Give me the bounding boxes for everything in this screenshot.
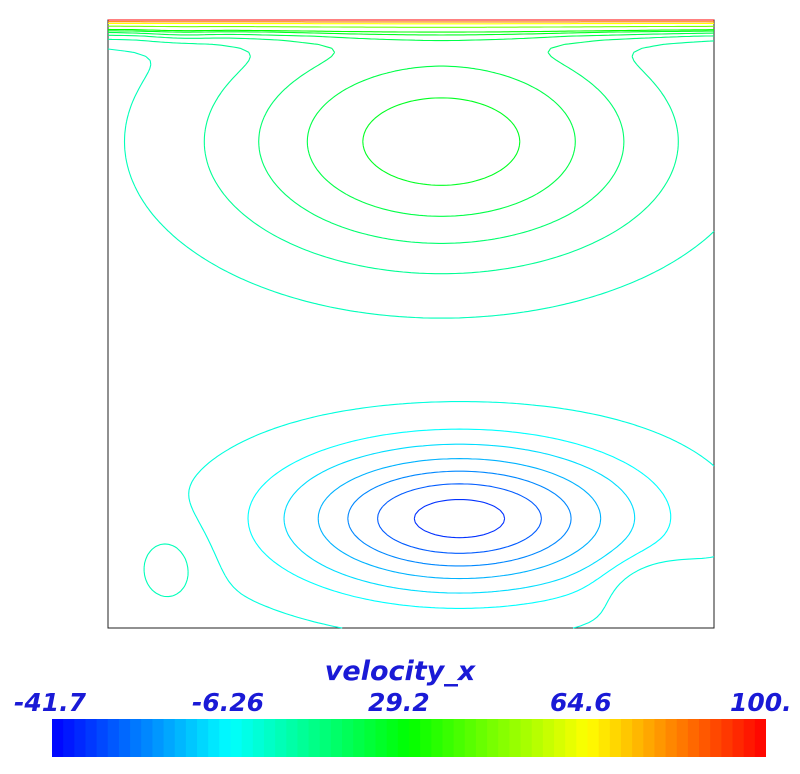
colorbar-band bbox=[475, 719, 488, 757]
colorbar-band bbox=[721, 719, 734, 757]
colorbar-band bbox=[74, 719, 87, 757]
colorbar-band bbox=[554, 719, 566, 757]
colorbar-band bbox=[330, 719, 343, 757]
colorbar-tick-label: 29.2 bbox=[368, 688, 430, 717]
colorbar-band bbox=[185, 719, 198, 757]
colorbar-band bbox=[174, 719, 187, 757]
colorbar-band bbox=[487, 719, 499, 757]
colorbar-band bbox=[241, 719, 254, 757]
contour-line bbox=[107, 28, 714, 33]
colorbar-band bbox=[654, 719, 667, 757]
colorbar-band bbox=[699, 719, 711, 757]
contour-line bbox=[107, 48, 715, 598]
contour-line bbox=[317, 458, 602, 580]
colorbar-band bbox=[219, 719, 232, 757]
colorbar-band bbox=[453, 719, 466, 757]
contour-line bbox=[108, 34, 715, 244]
colorbar-band bbox=[576, 719, 589, 757]
colorbar-band bbox=[598, 719, 611, 757]
colorbar-band bbox=[409, 719, 421, 757]
colorbar-band bbox=[420, 719, 432, 757]
contour-line bbox=[347, 470, 572, 567]
colorbar-band bbox=[163, 719, 176, 757]
colorbar-band bbox=[498, 719, 511, 757]
colorbar-band bbox=[520, 719, 533, 757]
colorbar-band bbox=[230, 719, 243, 757]
colorbar-band bbox=[620, 719, 633, 757]
colorbar-band bbox=[297, 719, 310, 757]
contour-line bbox=[108, 30, 714, 186]
contour-line bbox=[107, 38, 715, 275]
colorbar-band bbox=[85, 719, 98, 757]
colorbar-tick-label: -41.7 bbox=[14, 688, 87, 717]
colorbar-band bbox=[263, 719, 276, 757]
colorbar-band bbox=[342, 719, 354, 757]
colorbar-band bbox=[319, 719, 332, 757]
colorbar bbox=[52, 719, 766, 757]
colorbar-band bbox=[375, 719, 388, 757]
colorbar-band bbox=[542, 719, 555, 757]
colorbar-band bbox=[587, 719, 600, 757]
contour-line bbox=[108, 25, 714, 28]
plot-frame bbox=[107, 19, 715, 629]
colorbar-band bbox=[286, 719, 299, 757]
colorbar-band bbox=[96, 719, 109, 757]
colorbar-band bbox=[197, 719, 209, 757]
colorbar-band bbox=[208, 719, 220, 757]
colorbar-band bbox=[308, 719, 321, 757]
colorbar-band bbox=[442, 719, 455, 757]
contour-line bbox=[413, 498, 506, 539]
contour-line bbox=[377, 483, 542, 554]
colorbar-tick-label: 100. bbox=[730, 688, 792, 717]
colorbar-band bbox=[710, 719, 722, 757]
colorbar-band bbox=[386, 719, 399, 757]
colorbar-band bbox=[754, 719, 766, 757]
colorbar-tick-label: -6.26 bbox=[192, 688, 265, 717]
colorbar-band bbox=[609, 719, 622, 757]
colorbar-band bbox=[107, 719, 120, 757]
contour-line bbox=[188, 401, 715, 629]
colorbar-band bbox=[130, 719, 142, 757]
colorbar-band bbox=[52, 719, 64, 757]
colorbar-band bbox=[732, 719, 745, 757]
colorbar-title: velocity_x bbox=[324, 656, 476, 687]
contour-line bbox=[283, 443, 636, 594]
contour-lines bbox=[107, 19, 715, 629]
colorbar-band bbox=[63, 719, 75, 757]
colorbar-band bbox=[665, 719, 678, 757]
colorbar-band bbox=[141, 719, 154, 757]
colorbar-band bbox=[252, 719, 265, 757]
colorbar-band bbox=[275, 719, 287, 757]
colorbar-band bbox=[687, 719, 700, 757]
colorbar-band bbox=[676, 719, 689, 757]
colorbar-band bbox=[643, 719, 656, 757]
colorbar-band bbox=[118, 719, 131, 757]
contour-line bbox=[107, 31, 715, 217]
colorbar-band bbox=[632, 719, 644, 757]
colorbar-band bbox=[743, 719, 756, 757]
colorbar-band bbox=[464, 719, 477, 757]
colorbar-band bbox=[431, 719, 444, 757]
colorbar-tick-label: 64.6 bbox=[550, 688, 612, 717]
contour-line bbox=[247, 428, 672, 609]
colorbar-band bbox=[509, 719, 522, 757]
colorbar-band bbox=[565, 719, 577, 757]
colorbar-band bbox=[397, 719, 410, 757]
colorbar-band bbox=[353, 719, 365, 757]
colorbar-band bbox=[364, 719, 377, 757]
colorbar-band bbox=[531, 719, 544, 757]
colorbar-band bbox=[152, 719, 165, 757]
